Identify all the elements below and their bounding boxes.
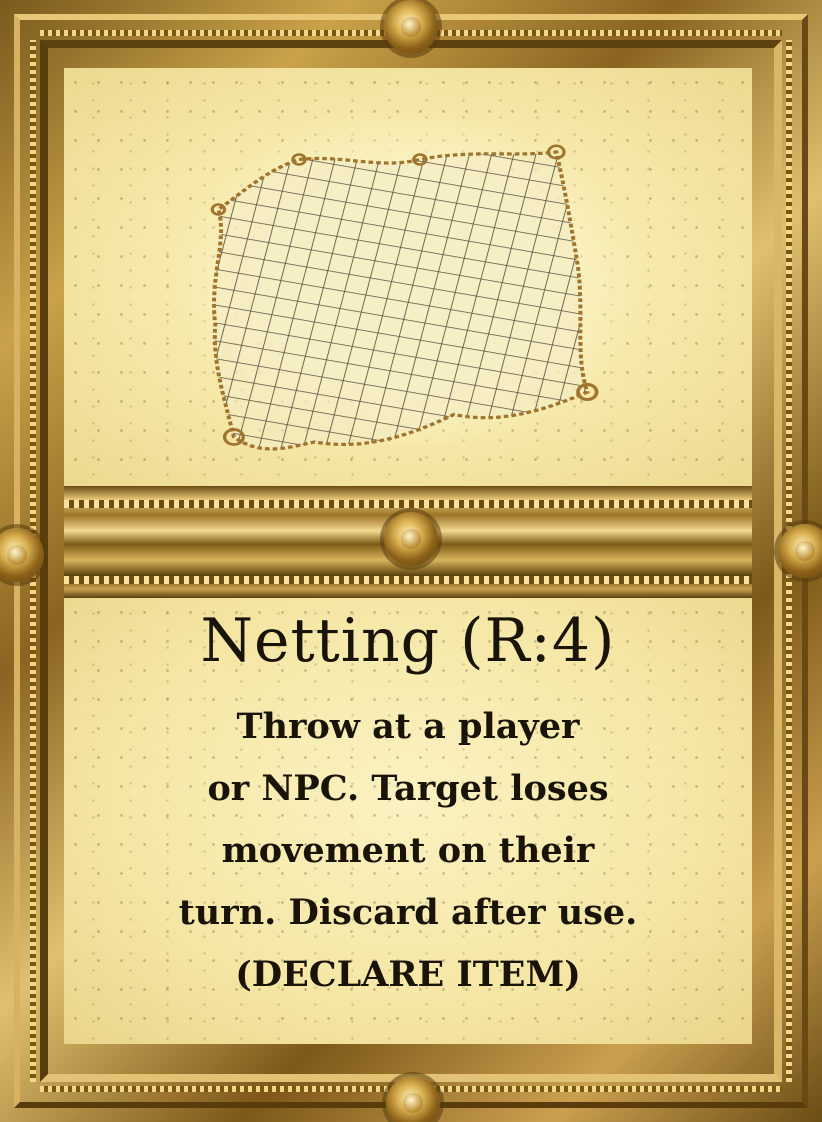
description-line: turn. Discard after use. bbox=[178, 892, 638, 933]
rosette-center-ornament bbox=[384, 512, 438, 566]
rosette-left-ornament bbox=[0, 528, 44, 582]
rosette-top-ornament bbox=[384, 0, 438, 54]
net-icon bbox=[210, 144, 599, 451]
text-panel: Netting (R:4) Throw at a player or NPC. … bbox=[64, 598, 752, 1044]
description-line: or NPC. Target loses bbox=[207, 768, 609, 809]
description-line: (DECLARE ITEM) bbox=[235, 954, 581, 995]
net-illustration bbox=[208, 142, 599, 451]
divider-bead-upper bbox=[64, 500, 752, 508]
frame-divider bbox=[64, 486, 752, 598]
art-panel bbox=[64, 68, 752, 486]
description-line: movement on their bbox=[221, 830, 595, 871]
description-line: Throw at a player bbox=[236, 706, 580, 747]
card-title: Netting (R:4) bbox=[200, 606, 616, 676]
card-description: Throw at a player or NPC. Target loses m… bbox=[64, 696, 752, 1006]
speckle-texture bbox=[64, 598, 752, 1044]
rosette-right-ornament bbox=[778, 524, 822, 578]
divider-bead-lower bbox=[64, 576, 752, 584]
rosette-bottom-ornament bbox=[386, 1076, 440, 1122]
